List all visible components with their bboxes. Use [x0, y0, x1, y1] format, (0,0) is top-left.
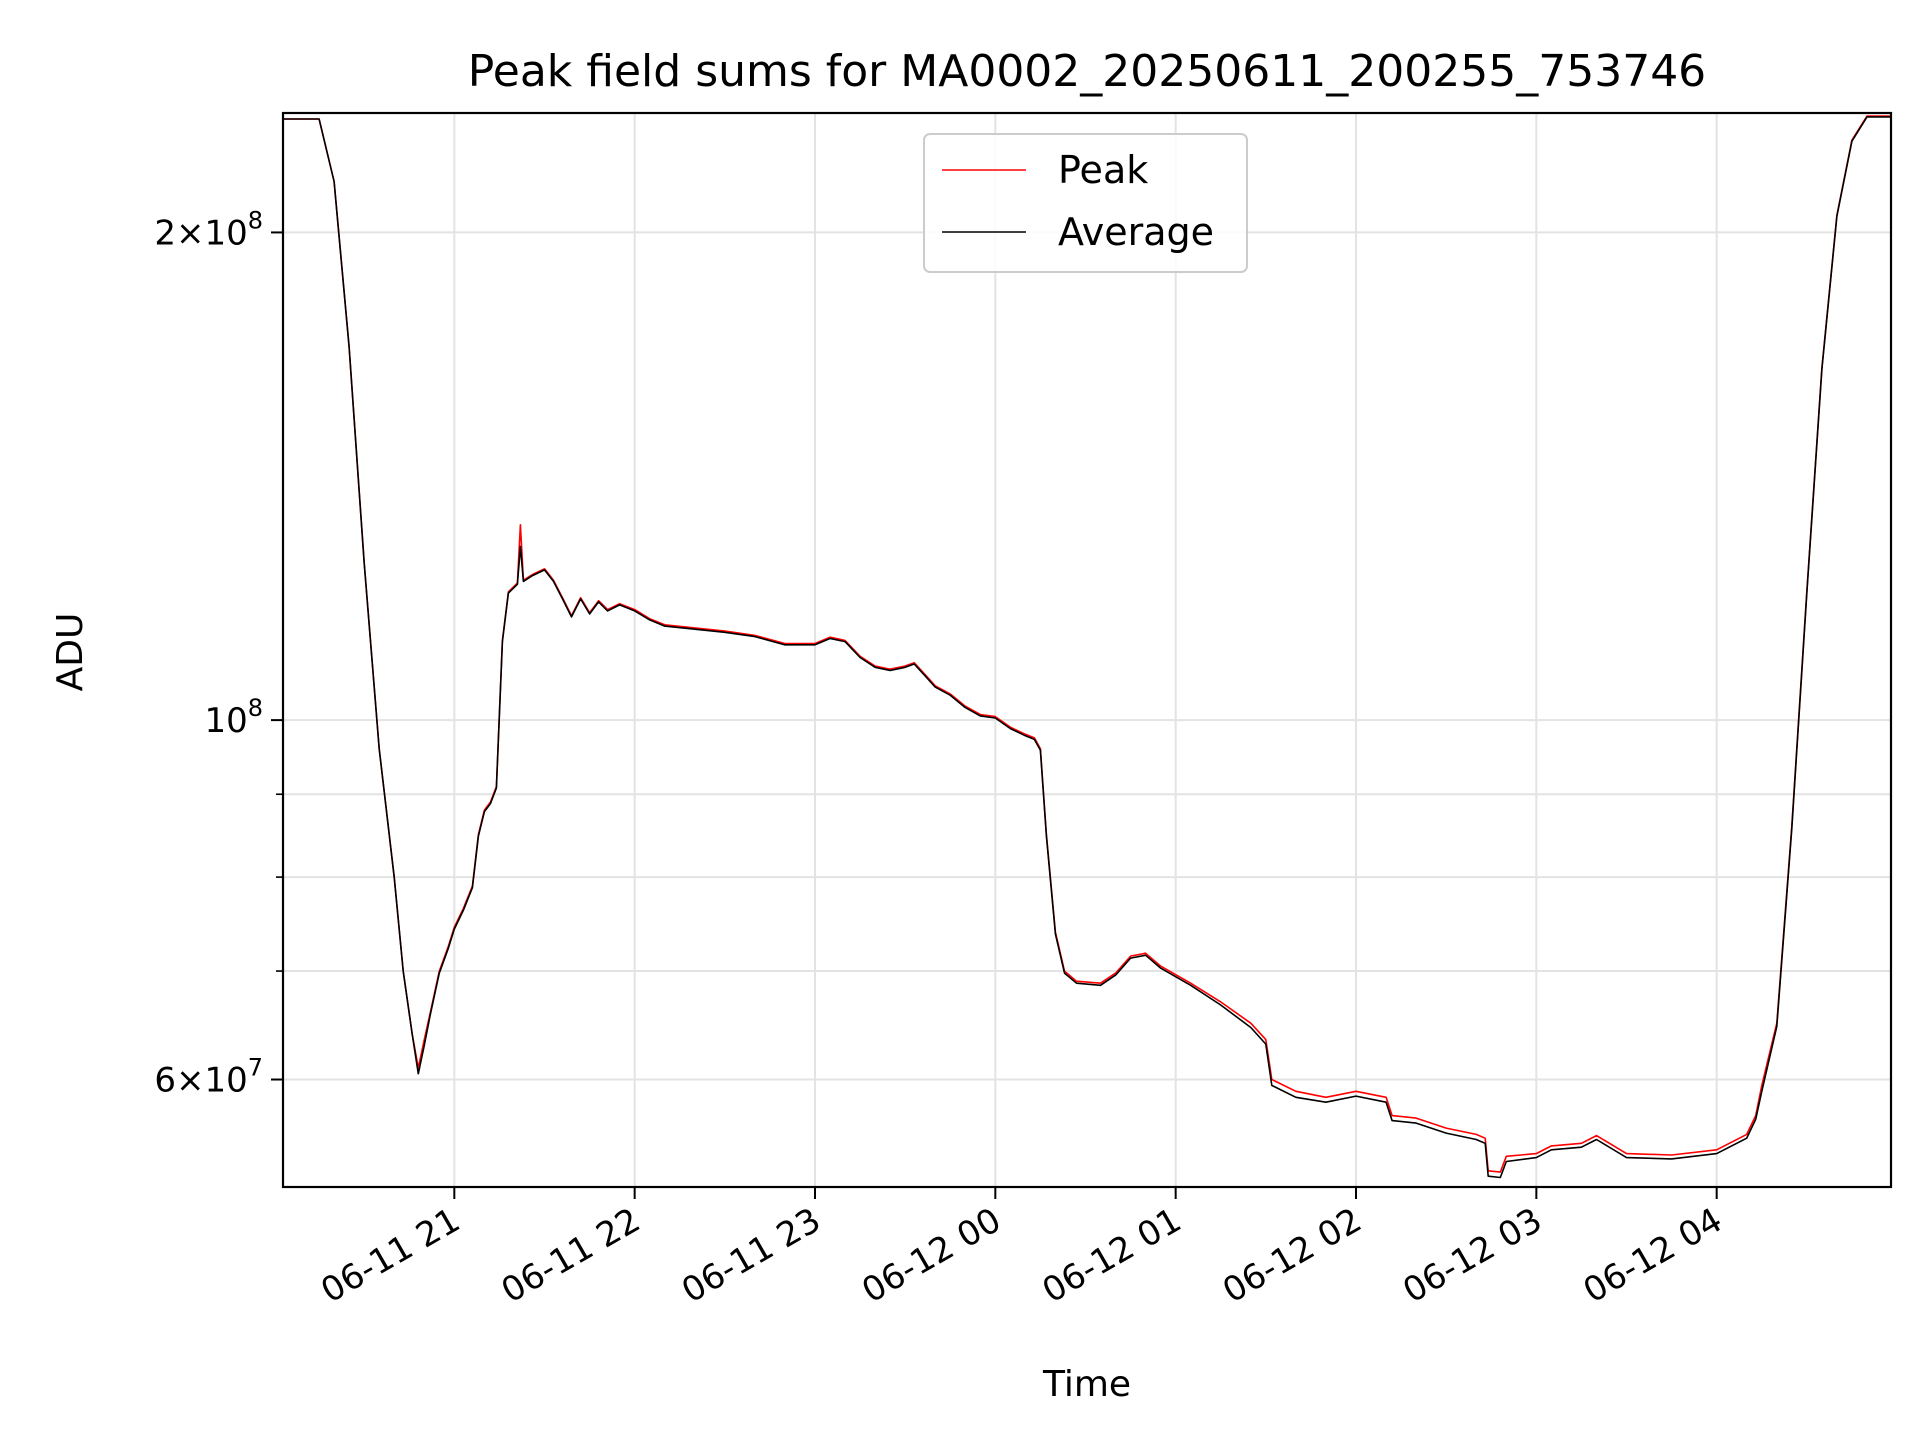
y-tick-label: 2×108	[154, 206, 263, 253]
legend-label-average: Average	[1058, 210, 1214, 254]
legend-label-peak: Peak	[1058, 148, 1148, 192]
series-line-average	[283, 116, 1891, 1179]
y-tick-label: 6×107	[154, 1054, 263, 1101]
legend-box	[923, 133, 1248, 273]
x-axis-label: Time	[1042, 1364, 1131, 1405]
plot-frame	[281, 111, 1893, 1189]
chart-title: Peak field sums for MA0002_20250611_2002…	[468, 46, 1706, 97]
y-axis-label: ADU	[50, 613, 91, 692]
series-lines	[283, 115, 1891, 1179]
legend: Peak Average	[923, 133, 1248, 273]
